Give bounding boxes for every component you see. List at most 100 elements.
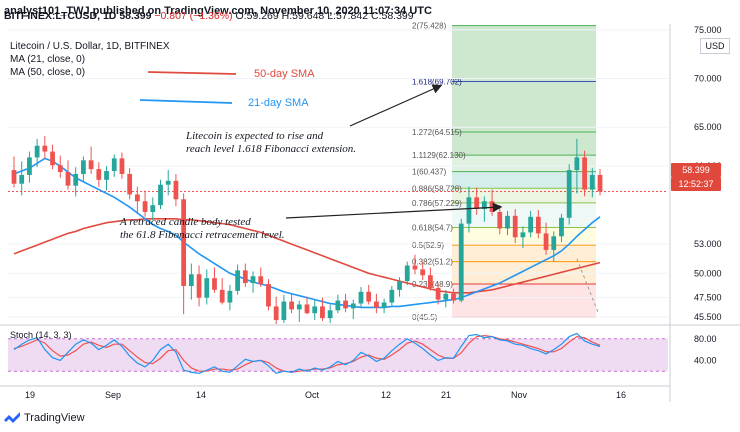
candle-body — [551, 236, 557, 250]
candle-body — [559, 217, 564, 237]
sma50-legend-line — [147, 71, 237, 75]
sma21-label: 21-day SMA — [248, 97, 309, 109]
x-tick-label: 12 — [381, 390, 391, 400]
candle-body — [258, 276, 264, 285]
legend-ma50[interactable]: MA (50, close, 0) — [10, 67, 86, 78]
candle-body — [73, 173, 79, 186]
candle-body — [320, 306, 325, 319]
candle-body — [104, 171, 109, 180]
candle-body — [57, 165, 63, 173]
fib-zone — [452, 81, 596, 132]
candle-body — [196, 274, 202, 298]
candle-body — [397, 281, 402, 290]
fib-level-label: 0.886(58.728) — [412, 184, 462, 193]
y-tick-label: 50.000 — [694, 268, 722, 278]
candle-body — [466, 197, 472, 224]
candle-body — [212, 278, 217, 290]
candle-body — [42, 145, 48, 152]
candle-body — [273, 306, 279, 321]
lower-arrow — [285, 202, 503, 219]
candle-body — [50, 151, 55, 166]
fib-zone — [452, 131, 596, 156]
footer: TradingView — [0, 404, 740, 432]
stoch-title: Stoch (14, 3, 3) — [10, 330, 72, 340]
upper-note-text: reach level 1.618 Fibonacci extension. — [186, 143, 356, 155]
fib-level-label: 0.382(51.2) — [412, 258, 453, 267]
candle-body — [412, 265, 418, 270]
candle-body — [158, 184, 163, 206]
x-tick-label: 14 — [196, 390, 206, 400]
candle-body — [458, 223, 464, 301]
candle-body — [250, 276, 256, 284]
fib-level-label: 1.618(69.702) — [412, 77, 462, 86]
x-tick-label: 16 — [616, 390, 626, 400]
candle-body — [574, 157, 580, 171]
ma50-line — [13, 217, 601, 294]
candle-body — [366, 291, 372, 302]
candle-body — [343, 300, 348, 309]
fib-zone — [452, 25, 596, 82]
candle-body — [289, 301, 294, 310]
candle-body — [219, 289, 225, 303]
candle-body — [165, 180, 171, 185]
stoch-k-line — [13, 332, 601, 375]
stoch-d-line — [13, 334, 601, 373]
candle-body — [481, 201, 487, 210]
candle-body — [427, 275, 433, 288]
candle-body — [150, 205, 156, 212]
low-value: L:57.842 — [327, 10, 369, 22]
candle-body — [358, 291, 364, 304]
symbol-line: BITFINEX:LTCUSD, 1D 58.399 −0.807 (−1.36… — [4, 10, 414, 22]
candle-body — [34, 145, 40, 158]
fib-level-label: 1(60.437) — [412, 168, 447, 177]
last-price: 58.399 — [119, 10, 152, 22]
price-change: −0.807 (−1.36%) — [154, 10, 233, 22]
candle-body — [512, 215, 518, 238]
chart-legend: Litecoin / U.S. Dollar, 1D, BITFINEX MA … — [10, 40, 170, 79]
symbol-name: BITFINEX:LTCUSD, 1D — [4, 10, 117, 22]
candle-body — [281, 301, 287, 321]
candle-body — [81, 160, 86, 174]
candle-body — [435, 287, 441, 300]
fib-level-label: 0.786(57.229) — [412, 199, 462, 208]
candle-body — [242, 270, 248, 284]
candle-body — [566, 170, 572, 218]
legend-title: Litecoin / U.S. Dollar, 1D, BITFINEX — [10, 41, 170, 52]
candle-body — [304, 304, 310, 314]
y-tick-label: 65.000 — [694, 122, 722, 132]
legend-ma21[interactable]: MA (21, close, 0) — [10, 54, 86, 65]
candle-body — [312, 306, 318, 314]
lower-note-text: the 61.8 Fibonacci retracement level. — [120, 229, 285, 241]
currency-button[interactable]: USD — [700, 38, 730, 54]
sma21-legend-line — [139, 99, 233, 104]
publish-bar: analyst101_TWJ published on TradingView.… — [0, 0, 740, 22]
fib-zone — [452, 245, 596, 262]
candle-body — [474, 197, 480, 210]
candle-body — [543, 233, 549, 250]
candle-body — [389, 289, 395, 303]
candle-body — [327, 310, 333, 319]
open-value: O:59.269 — [235, 10, 279, 22]
candle-body — [188, 274, 194, 286]
candle-body — [350, 303, 356, 309]
candle-body — [27, 157, 32, 175]
candle-body — [589, 174, 595, 190]
fib-level-label: 0.5(52.9) — [412, 241, 444, 250]
candle-body — [420, 269, 426, 276]
lower-note-text: A retraced candle body tested — [119, 216, 251, 228]
fib-level-label: 0.618(54.7) — [412, 224, 453, 233]
candle-body — [489, 201, 495, 212]
tradingview-logo-icon[interactable] — [4, 412, 20, 424]
x-tick-label: 21 — [441, 390, 451, 400]
brand-name[interactable]: TradingView — [24, 412, 85, 424]
candle-body — [335, 300, 341, 311]
candle-body — [505, 215, 510, 229]
fib-zone — [452, 284, 596, 318]
fib-zone — [452, 171, 596, 189]
candle-body — [296, 304, 302, 310]
x-tick-label: Oct — [305, 390, 320, 400]
x-tick-label: 19 — [25, 390, 35, 400]
upper-note-text: Litecoin is expected to rise and — [185, 130, 324, 142]
stoch-tick-label: 40.00 — [694, 355, 717, 365]
